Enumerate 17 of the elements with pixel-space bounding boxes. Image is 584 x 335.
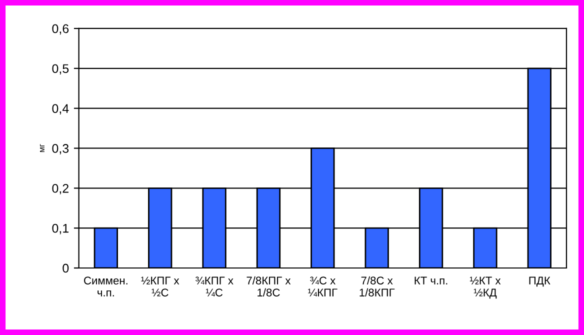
y-tick-label: 0,5 — [52, 64, 69, 75]
x-tick-label: ¾КПГ х ¼С — [196, 276, 234, 297]
y-axis-title: мг — [40, 144, 44, 152]
y-tick-label: 0,4 — [52, 104, 69, 114]
y-tick-label: 0,6 — [52, 24, 69, 35]
x-tick-label: 7/8КПГ х 1/8С — [246, 276, 291, 296]
x-tick-label: ½КТ х ½КД — [470, 276, 501, 299]
x-tick-label: ПДК — [529, 276, 550, 287]
x-tick-label: КТ ч.п. — [414, 276, 448, 284]
y-tick-label: 0 — [62, 264, 69, 273]
x-tick-label: ¾С х ¼КПГ — [308, 276, 338, 297]
y-tick-label: 0,1 — [52, 224, 69, 234]
y-tick-label: 0,3 — [52, 144, 69, 154]
x-tick-label: ½КПГ х ½С — [141, 276, 180, 296]
y-tick-label: 0,2 — [52, 184, 68, 194]
x-tick-label: Симмен. ч.п. — [84, 276, 128, 296]
x-tick-label: 7/8С х 1/8КПГ — [360, 276, 395, 296]
